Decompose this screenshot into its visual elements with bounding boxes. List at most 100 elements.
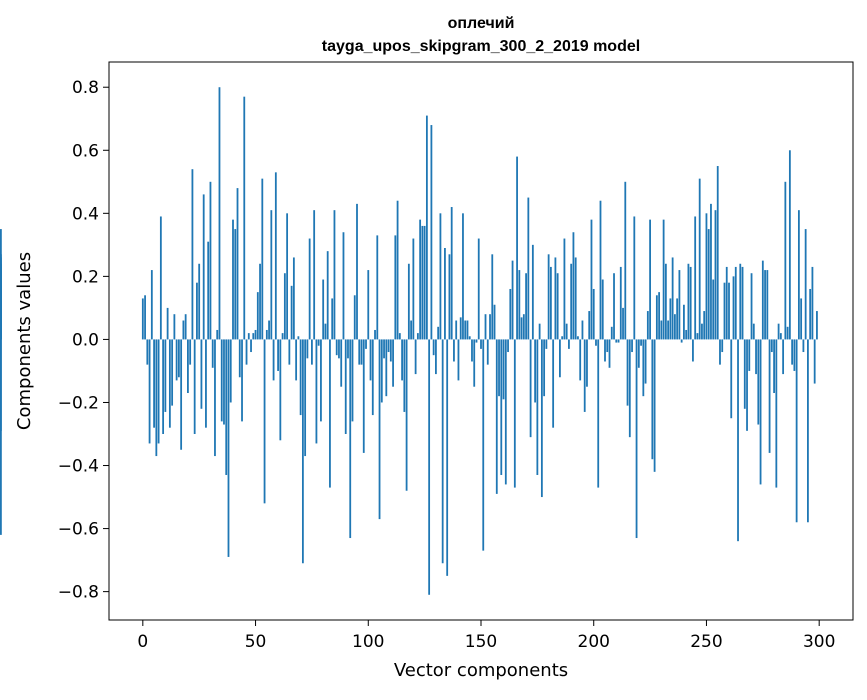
bar-component-148	[475, 339, 478, 343]
bar-component-259	[725, 266, 728, 340]
bar-component-210	[615, 339, 618, 343]
bar-component-66	[290, 285, 293, 340]
bar-component-289	[793, 339, 796, 371]
y-tick-label: −0.2	[58, 393, 99, 413]
bar-component-25	[198, 263, 201, 340]
bar-component-28	[205, 339, 207, 428]
bar-component-9	[162, 339, 165, 434]
x-tick-label: 200	[578, 632, 610, 652]
bar-component-298	[813, 339, 816, 384]
bar-component-73	[306, 339, 309, 359]
bar-component-202	[597, 339, 600, 488]
y-axis-ticks: −0.8 −0.6 −0.4 −0.2 0.0 0.2 0.4 0.6 0.8	[58, 78, 109, 603]
bar-component-30	[209, 181, 212, 340]
bar-component-247	[698, 178, 701, 340]
bar-component-200	[592, 288, 595, 340]
bar-component-195	[581, 320, 584, 340]
bar-component-71	[301, 339, 304, 564]
bar-component-84	[331, 298, 334, 340]
bar-component-140	[457, 339, 460, 381]
bar-component-117	[405, 339, 408, 491]
bar-component-134	[444, 248, 446, 340]
bar-component-113	[396, 200, 399, 340]
bar-component-undefined	[0, 339, 2, 431]
bar-component-231	[662, 219, 665, 340]
bar-component-268	[746, 339, 748, 431]
bar-component-221	[640, 339, 642, 346]
bar-component-179	[545, 339, 548, 349]
bar-component-180	[547, 254, 550, 340]
bar-component-250	[705, 213, 708, 340]
bar-component-178	[543, 339, 546, 397]
bar-component-38	[227, 339, 230, 557]
bar-component-299	[816, 311, 818, 340]
bar-component-41	[234, 229, 237, 340]
bar-component-175	[536, 339, 539, 475]
bar-component-245	[694, 216, 697, 340]
bar-component-82	[326, 251, 329, 340]
x-axis-ticks: 0 50 100 150 200 250 300	[137, 620, 835, 652]
bar-component-277	[766, 270, 769, 340]
bar-component-129	[432, 339, 435, 356]
bar-component-103	[374, 329, 376, 340]
y-tick-label: −0.8	[58, 583, 99, 603]
bar-component-211	[617, 339, 620, 343]
y-tick-label: 0.8	[72, 78, 99, 98]
bar-component-220	[637, 339, 640, 368]
bar-component-217	[631, 339, 633, 353]
bar-component-51	[256, 292, 259, 340]
bar-component-98	[362, 339, 365, 453]
bar-component-16	[177, 339, 180, 378]
y-tick-label: 0.0	[72, 330, 99, 350]
bar-component-35	[220, 339, 223, 422]
bar-component-62	[281, 333, 284, 340]
bar-component-60	[277, 339, 279, 371]
bar-component-114	[398, 333, 401, 340]
bar-component-8	[159, 216, 162, 340]
bar-component-118	[407, 263, 410, 340]
plot-frame	[108, 61, 854, 621]
bar-component-4	[150, 270, 153, 340]
bar-component-53	[261, 178, 264, 340]
bar-component-67	[292, 257, 295, 340]
bar-component-83	[329, 339, 331, 488]
bar-component-276	[764, 270, 766, 340]
bar-component-48	[250, 339, 252, 353]
bar-component-153	[486, 339, 489, 365]
bar-component-106	[380, 339, 383, 403]
bar-component-63	[283, 273, 286, 340]
bar-component-46	[245, 339, 248, 365]
bar-component-201	[595, 339, 597, 346]
bar-component-22	[191, 169, 194, 340]
bar-component-182	[552, 339, 555, 428]
bar-component-100	[367, 270, 370, 340]
bar-component-24	[196, 282, 198, 340]
bar-component-12	[168, 339, 171, 428]
bar-component-79	[320, 339, 322, 422]
bar-component-297	[811, 266, 814, 340]
bar-component-40	[232, 219, 234, 340]
bar-component-169	[522, 314, 525, 340]
bar-component-55	[265, 329, 268, 340]
bar-component-156	[493, 304, 496, 340]
bar-component-275	[761, 260, 764, 340]
bar-component-167	[518, 270, 521, 340]
bar-component-27	[202, 194, 205, 340]
bar-component-138	[453, 339, 455, 362]
bar-component-207	[608, 339, 611, 368]
bar-component-78	[317, 339, 320, 346]
bar-component-59	[274, 172, 277, 340]
bar-component-222	[642, 339, 645, 397]
bar-component-91	[347, 339, 349, 359]
bar-component-128	[430, 125, 433, 340]
bar-component-132	[439, 213, 442, 340]
bar-component-107	[383, 339, 385, 359]
bar-component-194	[579, 339, 582, 381]
bar-component-284	[782, 339, 785, 375]
bar-component-283	[779, 333, 782, 340]
bar-component-225	[649, 219, 651, 340]
bar-component-181	[549, 266, 552, 340]
chart-subtitle: tayga_upos_skipgram_300_2_2019 model	[322, 38, 640, 55]
bar-component-101	[369, 339, 372, 381]
